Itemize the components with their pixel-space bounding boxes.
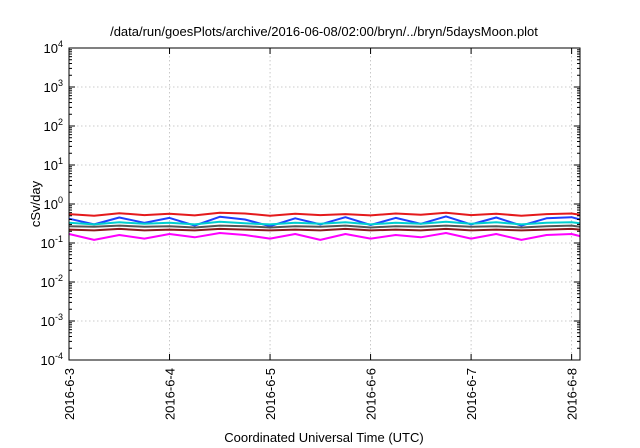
x-tick-label: 2016-6-6: [364, 368, 379, 420]
series-line: [68, 224, 581, 229]
y-tick-label: 10-2: [41, 273, 63, 290]
x-tick-label: 2016-6-8: [565, 368, 580, 420]
series-line: [68, 215, 581, 228]
x-axis-label: Coordinated Universal Time (UTC): [224, 430, 423, 445]
x-tick-label: 2016-6-3: [62, 368, 77, 420]
y-tick-label: 100: [44, 195, 63, 212]
y-tick-label: 10-1: [41, 234, 63, 251]
y-tick-label: 101: [44, 156, 63, 173]
chart-title: /data/run/goesPlots/archive/2016-06-08/0…: [110, 24, 538, 39]
series-lines: [68, 211, 581, 241]
y-tick-label: 102: [44, 117, 63, 134]
series-line: [68, 220, 581, 226]
grid-lines: [69, 48, 580, 360]
series-line: [68, 227, 581, 232]
x-tick-label: 2016-6-7: [464, 368, 479, 420]
y-tick-labels: 10-4 10-3 10-2 10-1 100 101 102 103 104: [41, 39, 63, 368]
y-axis-label: cSv/day: [28, 180, 43, 227]
y-tick-label: 10-4: [41, 351, 63, 368]
y-tick-label: 103: [44, 78, 63, 95]
series-line: [68, 211, 581, 217]
x-tick-labels: 2016-6-3 2016-6-4 2016-6-5 2016-6-6 2016-6-7…: [62, 368, 580, 420]
axis-ticks: [68, 47, 580, 361]
series-line: [68, 232, 581, 241]
y-tick-label: 10-3: [41, 312, 63, 329]
y-tick-label: 104: [44, 39, 63, 56]
x-tick-label: 2016-6-4: [163, 368, 178, 420]
x-tick-label: 2016-6-5: [263, 368, 278, 420]
